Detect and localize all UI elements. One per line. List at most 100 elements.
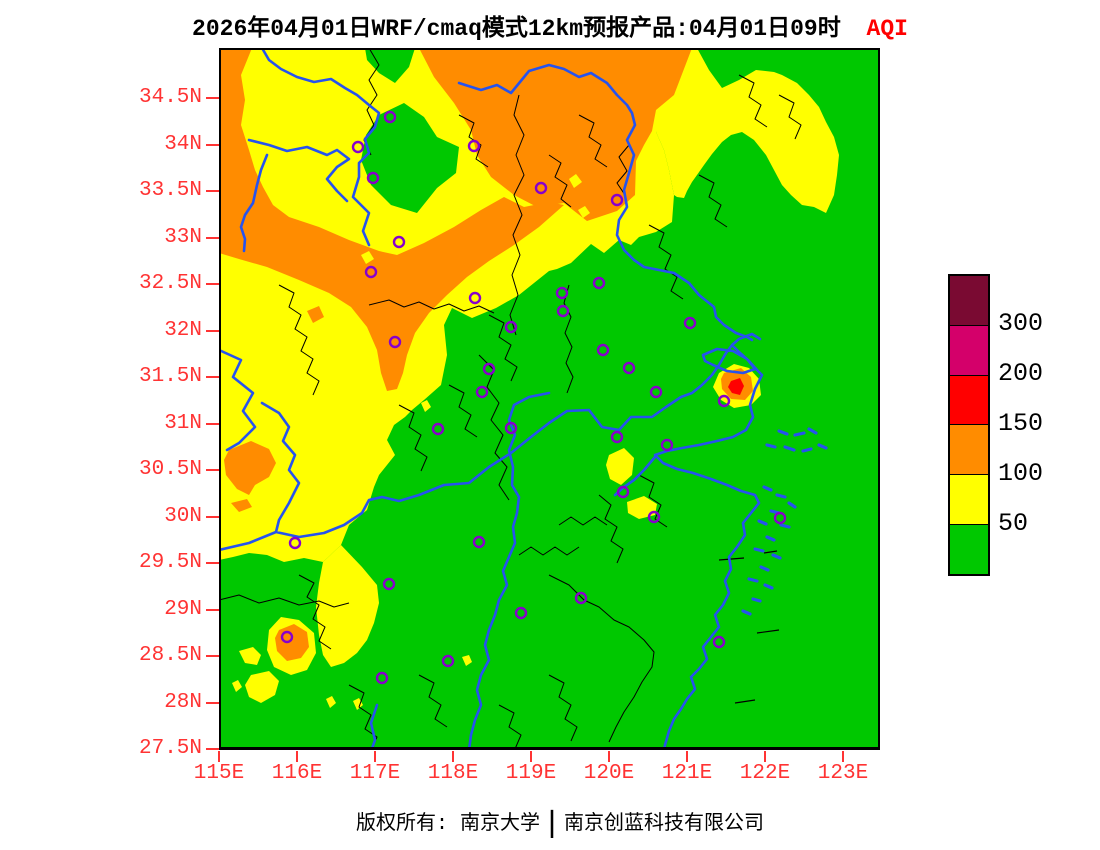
station-marker bbox=[366, 171, 380, 185]
figure-title: 2026年04月01日WRF/cmaq模式12km预报产品:04月01日09时 … bbox=[110, 8, 990, 42]
station-marker bbox=[647, 510, 661, 524]
station-marker bbox=[596, 343, 610, 357]
y-tick bbox=[206, 562, 219, 564]
aqi-region-green-blob-north bbox=[361, 103, 459, 213]
map-canvas bbox=[219, 48, 880, 750]
colorbar-block-0 bbox=[950, 276, 988, 326]
aqi-region-green-notch-top bbox=[365, 48, 415, 83]
aqi-colorbar bbox=[948, 274, 990, 576]
x-tick-label: 116E bbox=[271, 762, 323, 785]
station-marker bbox=[288, 536, 302, 550]
colorbar-threshold-label: 300 bbox=[998, 309, 1044, 338]
colorbar-threshold-label: 150 bbox=[998, 409, 1044, 438]
x-tick bbox=[218, 751, 220, 762]
maritime-dashes bbox=[718, 550, 780, 704]
colorbar-block-1 bbox=[950, 325, 988, 376]
aqi-region-yellow-blob-sw1 bbox=[239, 647, 261, 665]
station-marker bbox=[482, 362, 496, 376]
station-marker bbox=[431, 422, 445, 436]
y-tick-label: 33N bbox=[164, 225, 202, 249]
x-tick bbox=[530, 751, 532, 762]
station-marker bbox=[382, 577, 396, 591]
station-marker bbox=[592, 276, 606, 290]
y-tick bbox=[206, 701, 219, 704]
y-tick bbox=[206, 329, 219, 332]
x-tick-label: 118E bbox=[427, 762, 479, 785]
x-tick-label: 120E bbox=[583, 762, 635, 785]
station-marker bbox=[467, 139, 481, 153]
y-tick bbox=[206, 143, 219, 146]
y-tick-label: 31.5N bbox=[138, 365, 202, 388]
station-marker bbox=[773, 511, 787, 525]
x-tick bbox=[764, 751, 766, 762]
colorbar-block-5 bbox=[950, 525, 988, 574]
x-tick-label: 119E bbox=[505, 762, 557, 785]
station-marker bbox=[392, 235, 406, 249]
station-marker bbox=[574, 591, 588, 605]
x-tick bbox=[452, 751, 454, 762]
y-tick bbox=[206, 190, 219, 192]
station-marker bbox=[375, 671, 389, 685]
x-tick bbox=[842, 751, 844, 762]
aqi-region-orange-blob-westmid bbox=[224, 441, 276, 495]
y-tick-label: 33.5N bbox=[138, 179, 202, 202]
station-marker bbox=[622, 361, 636, 375]
y-tick-label: 28.5N bbox=[138, 644, 202, 667]
x-tick-label: 122E bbox=[739, 762, 791, 785]
station-marker bbox=[280, 630, 294, 644]
y-tick-label: 30N bbox=[164, 504, 202, 528]
y-tick bbox=[206, 422, 219, 425]
y-tick-label: 34.5N bbox=[138, 86, 202, 109]
station-marker bbox=[534, 181, 548, 195]
y-tick-label: 27.5N bbox=[138, 737, 202, 760]
station-marker bbox=[717, 394, 731, 408]
station-marker bbox=[468, 291, 482, 305]
y-tick-label: 31N bbox=[164, 411, 202, 435]
y-tick bbox=[206, 469, 219, 471]
y-tick-label: 32N bbox=[164, 318, 202, 342]
station-marker bbox=[472, 535, 486, 549]
y-tick bbox=[206, 748, 219, 750]
y-tick bbox=[206, 283, 219, 285]
station-marker bbox=[610, 193, 624, 207]
y-tick bbox=[206, 608, 219, 611]
title-variable-label: AQI bbox=[866, 16, 908, 42]
colorbar-block-2 bbox=[950, 375, 988, 426]
colorbar-threshold-label: 100 bbox=[998, 459, 1044, 488]
station-marker bbox=[441, 654, 455, 668]
station-marker bbox=[616, 485, 630, 499]
station-marker bbox=[555, 286, 569, 300]
x-tick-label: 121E bbox=[661, 762, 713, 785]
aqi-region-red-core-shanghai bbox=[728, 378, 744, 395]
copyright-separator: | bbox=[546, 807, 559, 842]
station-marker bbox=[514, 606, 528, 620]
colorbar-block-4 bbox=[950, 475, 988, 526]
city-markers bbox=[280, 110, 787, 685]
title-text: 2026年04月01日WRF/cmaq模式12km预报产品:04月01日09时 bbox=[192, 16, 841, 42]
y-tick-label: 30.5N bbox=[138, 458, 202, 481]
station-marker bbox=[649, 385, 663, 399]
y-tick-label: 29N bbox=[164, 597, 202, 621]
copyright-right: 南京创蓝科技有限公司 bbox=[564, 813, 765, 836]
admin-boundaries bbox=[219, 48, 802, 750]
station-marker bbox=[712, 635, 726, 649]
x-tick bbox=[686, 751, 688, 762]
x-tick bbox=[296, 751, 298, 762]
y-tick bbox=[206, 515, 219, 518]
station-marker bbox=[504, 320, 518, 334]
copyright-footer: 版权所有: 南京大学 | 南京创蓝科技有限公司 bbox=[210, 806, 910, 842]
x-tick bbox=[608, 751, 610, 762]
station-marker bbox=[475, 385, 489, 399]
y-tick bbox=[206, 376, 219, 378]
y-tick-label: 32.5N bbox=[138, 272, 202, 295]
y-tick bbox=[206, 655, 219, 657]
aqi-region-orange-top-mass bbox=[419, 48, 692, 221]
station-marker bbox=[504, 421, 518, 435]
y-tick bbox=[206, 97, 219, 99]
aqi-region-yellow-hook-northeast bbox=[656, 48, 839, 213]
rivers-coastline bbox=[219, 48, 764, 750]
aqi-region-yellow-blob-sw2 bbox=[245, 671, 279, 703]
station-marker bbox=[351, 140, 365, 154]
colorbar-block-3 bbox=[950, 425, 988, 476]
